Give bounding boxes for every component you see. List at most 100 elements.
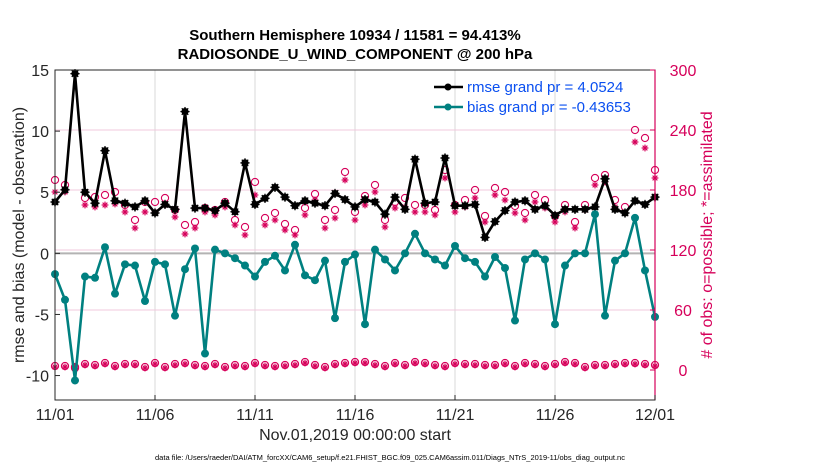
bias-point [271,251,279,260]
asterisk-stroke [532,362,538,368]
point-spike [371,198,379,206]
asterisk-stroke [342,177,348,183]
bias-point [581,249,589,258]
x-tick-label: 11/01 [36,407,75,424]
chart-title-line-2: RADIOSONDE_U_WIND_COMPONENT @ 200 hPa [178,46,533,63]
rmse-point [530,204,540,214]
asterisk-stroke [252,361,258,367]
asterisk-stroke [142,209,148,215]
point-spike [351,203,359,211]
rmse-point [180,106,190,117]
assimilated-obs-marker-low [451,360,459,368]
point-spike [631,197,639,205]
assimilated-obs-marker [241,231,249,239]
assimilated-obs-marker [371,188,379,196]
rmse-point [90,198,100,208]
rmse-point [580,204,590,214]
point-spike [121,199,129,207]
assimilated-obs-marker [491,191,499,199]
rmse-point [400,204,410,214]
bias-point [241,261,249,270]
bias-point [71,376,79,385]
bias-point [321,256,329,265]
asterisk-stroke [92,363,98,369]
assimilated-obs-marker-low [551,361,559,369]
asterisk-stroke [502,361,508,367]
bias-point [501,264,509,272]
assimilated-obs-marker [101,201,109,209]
asterisk-stroke [382,224,388,230]
asterisk-stroke [332,215,338,221]
y-tick-label-right: 240 [670,123,697,140]
rmse-point [320,201,330,211]
asterisk-stroke [362,360,368,366]
possible-obs-marker [130,215,140,225]
possible-obs-marker [240,222,250,232]
point-spike [471,200,479,209]
assimilated-obs-marker-low [331,361,339,369]
point-spike [241,159,249,167]
rmse-point [550,210,560,221]
bias-point [591,210,599,219]
assimilated-obs-marker-low [171,361,179,369]
assimilated-obs-marker-low [81,361,89,369]
bias-point [631,213,639,222]
assimilated-obs-marker-low [161,364,169,372]
bias-point [461,254,469,263]
rmse-point [80,187,90,197]
asterisk-stroke [302,360,308,366]
point-spike [251,200,259,209]
bias-point [101,243,109,252]
assimilated-obs-marker-low [101,360,109,368]
point-spike [81,188,89,196]
assimilated-obs-marker [171,213,179,221]
asterisk-stroke [502,197,508,203]
rmse-point [210,205,220,216]
x-tick-label: 12/01 [635,407,675,424]
point-spike [191,204,199,212]
assimilated-obs-marker [81,201,89,209]
assimilated-obs-marker-low [121,361,129,369]
asterisk-stroke [342,361,348,367]
asterisk-stroke [102,361,108,367]
point-spike [421,199,429,207]
rmse-point [500,205,510,216]
assimilated-obs-marker [511,209,519,217]
asterisk-stroke [372,362,378,368]
asterisk-stroke [622,361,628,367]
asterisk-stroke [642,145,648,151]
rmse-point [120,198,130,208]
point-spike [401,205,409,214]
asterisk-stroke [272,364,278,370]
assimilated-obs-marker [121,208,129,216]
legend-rmse-marker [444,83,452,91]
rmse-point [350,202,360,212]
rmse-point [110,196,120,206]
assimilated-obs-marker-low [361,359,369,367]
rmse-point [220,198,230,208]
data-file-footnote: data file: /Users/raeder/DAI/ATM_forcXX/… [155,453,625,462]
x-tick-label: 11/16 [336,407,375,424]
y-tick-label-right: 120 [670,243,697,260]
assimilated-obs-marker [301,211,309,219]
y-tick-label: 0 [40,246,49,263]
asterisk-stroke [212,362,218,368]
possible-obs-marker [530,190,540,200]
possible-obs-marker [470,185,480,195]
assimilated-obs-marker-low [421,360,429,368]
rmse-point [390,192,400,202]
grid [55,70,655,400]
bias-point [251,272,259,281]
point-spike [141,197,149,205]
rmse-point [460,201,470,211]
point-spike [561,205,569,214]
bias-point [401,249,409,258]
assimilated-obs-marker-low [591,362,599,370]
x-tick-label: 11/06 [136,407,175,424]
point-spike [211,206,219,215]
bias-point [511,316,519,325]
rmse-point [60,185,70,195]
possible-obs-marker [100,190,110,200]
asterisk-stroke [412,360,418,366]
assimilated-obs-marker-low [181,360,189,368]
